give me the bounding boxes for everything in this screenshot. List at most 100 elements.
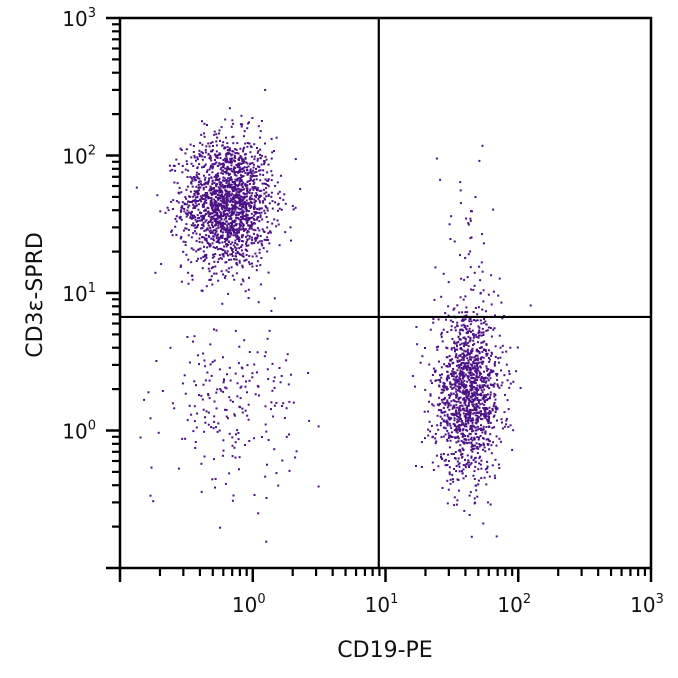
data-point [483,412,486,415]
data-point [161,390,164,392]
data-point [458,376,461,379]
data-point [184,152,187,155]
data-point [262,201,265,204]
data-point [459,429,462,432]
y-tick-label: 101 [62,281,96,306]
data-point [241,199,244,202]
data-point [240,156,243,159]
data-point [436,424,439,427]
data-point [209,363,212,366]
data-point [175,234,178,236]
data-point [472,412,475,415]
data-point [233,173,236,176]
data-point [477,376,480,379]
data-point [215,240,218,243]
data-point [490,371,493,374]
data-point [234,441,237,444]
data-point [462,368,465,370]
data-point [265,239,268,241]
data-point [460,342,463,345]
data-point [234,208,237,211]
data-point [217,189,220,192]
data-point [220,257,223,260]
data-point [285,359,288,362]
data-point [197,354,200,357]
data-point [470,449,473,452]
data-point [224,167,227,170]
data-point [240,190,242,192]
data-point [465,332,468,335]
data-point [249,162,252,165]
data-point [228,432,231,435]
data-point [256,208,259,210]
data-point [227,151,230,154]
data-point [247,244,250,247]
data-point [225,159,228,162]
data-point [261,200,264,203]
data-point [218,177,221,180]
data-point [208,189,211,192]
data-point [180,218,183,221]
data-point [202,224,205,226]
data-point [448,396,451,399]
data-point [284,202,287,205]
data-point [208,157,211,159]
data-point [237,152,240,155]
data-point [202,194,205,197]
data-point [213,260,216,263]
data-point [218,187,221,190]
data-point [474,306,477,309]
data-point [230,258,233,261]
data-point [481,144,484,147]
data-point [449,439,452,442]
data-point [471,444,474,447]
data-point [439,424,442,427]
data-point [442,420,445,423]
data-point [475,374,478,377]
data-point [192,216,195,219]
data-point [475,349,478,352]
data-point [260,207,263,210]
data-point [234,184,237,186]
data-point [484,431,487,434]
data-point [200,133,203,136]
data-point [223,201,226,204]
data-point [258,240,261,243]
data-point [194,199,197,201]
data-point [492,328,495,331]
data-point [501,421,503,424]
data-point [261,228,264,231]
data-point [215,144,218,147]
data-point [244,200,246,203]
data-point [211,193,214,196]
data-point [437,409,440,412]
data-point [456,415,459,418]
data-point [480,331,483,334]
data-point [242,255,245,258]
data-point [268,329,271,332]
data-point [267,185,270,188]
data-point [463,324,466,327]
data-point [444,401,447,404]
data-point [479,319,482,322]
data-point [199,195,202,198]
data-point [184,244,187,247]
data-point [459,378,462,380]
data-point [472,336,475,339]
data-point [249,177,252,180]
data-point [254,236,257,239]
data-point [236,234,239,237]
data-point [239,208,242,211]
data-point [444,427,447,430]
data-point [454,371,457,374]
data-point [420,441,423,444]
data-point [483,378,486,381]
data-point [205,185,208,188]
data-point [481,384,484,387]
data-point [183,208,186,210]
data-point [198,189,201,192]
data-point [460,432,463,435]
data-point [481,270,484,273]
data-point [467,401,470,404]
data-point [469,400,472,403]
